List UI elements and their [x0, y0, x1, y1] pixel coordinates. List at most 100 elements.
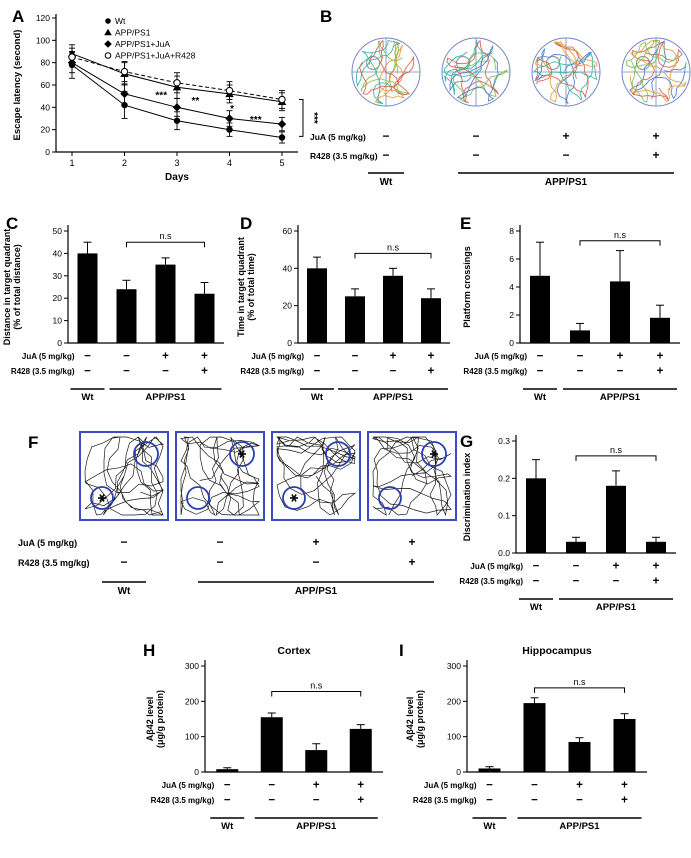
animal-position-star: [431, 450, 437, 458]
treatment-sign: −: [84, 351, 91, 363]
escape-latency-line-chart: 0 20 40 60 80 100 120 1 2 3 4 5 Days Escape latency (…: [12, 13, 319, 183]
x-tick-label: 3: [174, 158, 179, 168]
treatment-sign: −: [573, 561, 580, 573]
panel-d-letter: D: [240, 214, 253, 233]
movement-trace: [371, 436, 452, 517]
y-tick-label: 200: [447, 696, 461, 706]
treatment-sign: −: [314, 366, 321, 378]
treatment-sign: −: [352, 366, 359, 378]
y-tick-label: 40: [53, 248, 63, 258]
x-tick-label: 1: [69, 158, 74, 168]
treatment-sign: −: [533, 576, 540, 588]
significance-annotation: **: [191, 96, 199, 107]
treatment-sign: +: [428, 366, 435, 378]
treatment-sign: −: [573, 576, 580, 588]
treatment-sign: −: [537, 351, 544, 363]
y-tick-label: 6: [509, 254, 514, 264]
treatment-sign: −: [382, 129, 389, 143]
treatment-sign: −: [617, 366, 624, 378]
bar: [155, 264, 176, 343]
bar: [305, 750, 328, 772]
bar: [523, 703, 546, 772]
treatment-sign: −: [486, 780, 493, 792]
ns-label: n.s: [573, 677, 586, 687]
bar: [530, 275, 550, 343]
y-tick-label: 100: [36, 35, 50, 45]
significance-bracket: [575, 455, 657, 461]
marker-circle-filled: [278, 134, 286, 141]
group-label: APP/PS1: [545, 177, 588, 188]
ns-label: n.s: [610, 445, 623, 455]
panel-f-letter: F: [28, 433, 39, 452]
y-axis-label: (μg/g protein): [155, 690, 165, 748]
treatment-sign: −: [390, 366, 397, 378]
panel-i: I Hippocampus 0 100 200 300 Aβ42 level (μg/g p…: [395, 640, 665, 850]
treatment-sign: −: [472, 129, 479, 143]
treatment-row-label: JuA (5 mg/kg): [251, 352, 304, 361]
treatment-sign: +: [617, 351, 624, 363]
animal-position-star: [291, 494, 297, 502]
swim-trace: [534, 48, 593, 104]
treatment-row-label: R428 (3.5 mg/kg): [459, 577, 523, 586]
y-axis-label: Aβ42 level: [405, 697, 415, 742]
treatment-sign: −: [486, 795, 493, 807]
treatment-sign: +: [621, 795, 628, 807]
panel-h-letter: H: [143, 641, 156, 660]
treatment-sign: −: [472, 148, 479, 162]
treatment-sign: −: [120, 555, 127, 569]
y-tick-label: 100: [447, 732, 461, 742]
object-circle: [133, 441, 159, 467]
treatment-sign: +: [657, 366, 664, 378]
y-tick-label: 0: [57, 338, 62, 348]
treatment-sign: +: [653, 576, 660, 588]
treatment-sign: −: [216, 535, 223, 549]
treatment-sign: −: [162, 366, 169, 378]
swim-trace: [534, 40, 598, 103]
distance-target-quadrant-bar-chart: 0 10 20 30 40 50 Distance in target quadrant (%…: [2, 225, 224, 403]
marker-circle-open: [173, 79, 181, 87]
panel-a: A 0 20 40 60 80 100 120 1 2 3 4 5 Days Escape latency…: [6, 2, 319, 214]
treatment-sign: +: [408, 535, 415, 549]
treatment-row-label: JuA (5 mg/kg): [162, 781, 215, 790]
discrimination-index-bar-chart: 0.0 0.1 0.2 0.3 Discrimination index n.s JuA (…: [459, 435, 676, 613]
treatment-sign: −: [224, 795, 231, 807]
y-tick-label: 60: [41, 80, 51, 90]
treatment-sign: −: [120, 535, 127, 549]
panel-h: H Cortex 0 100 200 300 Aβ42 level (μg/g protei…: [135, 640, 395, 850]
treatment-sign: −: [577, 366, 584, 378]
y-tick-label: 0: [194, 767, 199, 777]
treatment-sign: −: [123, 366, 130, 378]
movement-trace: [84, 436, 165, 516]
panel-f: F JuA (5 mg/kg) − − + + R428 (3.5 mg/kg) − − − + W…: [16, 428, 457, 618]
panel-e: E 0 2 4 6 8 Platform crossings n.s JuA (5 mg/kg…: [458, 215, 690, 420]
chart-title: Hippocampus: [522, 645, 592, 657]
bar: [116, 289, 137, 343]
panel-g-letter: G: [460, 432, 474, 451]
significance-annotation: ***: [155, 90, 167, 101]
bar: [194, 293, 215, 343]
swim-trace: [374, 41, 405, 104]
group-label: APP/PS1: [373, 392, 414, 403]
treatment-sign: −: [352, 351, 359, 363]
bar: [526, 478, 546, 553]
swim-trace: [629, 40, 687, 103]
y-tick-label: 80: [41, 58, 51, 68]
bar: [260, 717, 283, 772]
bar: [650, 317, 670, 343]
y-tick-label: 40: [283, 263, 293, 273]
marker-diamond-filled: [225, 114, 234, 123]
treatment-sign: +: [162, 351, 169, 363]
movement-trace: [180, 436, 261, 516]
object-circle: [186, 486, 210, 510]
treatment-sign: +: [201, 366, 208, 378]
panel-b: B JuA (5 mg/kg) − − + + R428 (3.5 mg/kg) − − − + W…: [308, 2, 691, 214]
group-label: Wt: [118, 586, 131, 597]
treatment-sign: −: [576, 795, 583, 807]
panel-c-letter: C: [6, 214, 19, 233]
y-axis-label: Distance in target quadrant: [2, 229, 12, 346]
y-axis-label: Discrimination index: [462, 453, 472, 542]
significance-bracket: [354, 252, 432, 259]
bar: [216, 769, 239, 772]
y-tick-label: 0: [509, 338, 514, 348]
